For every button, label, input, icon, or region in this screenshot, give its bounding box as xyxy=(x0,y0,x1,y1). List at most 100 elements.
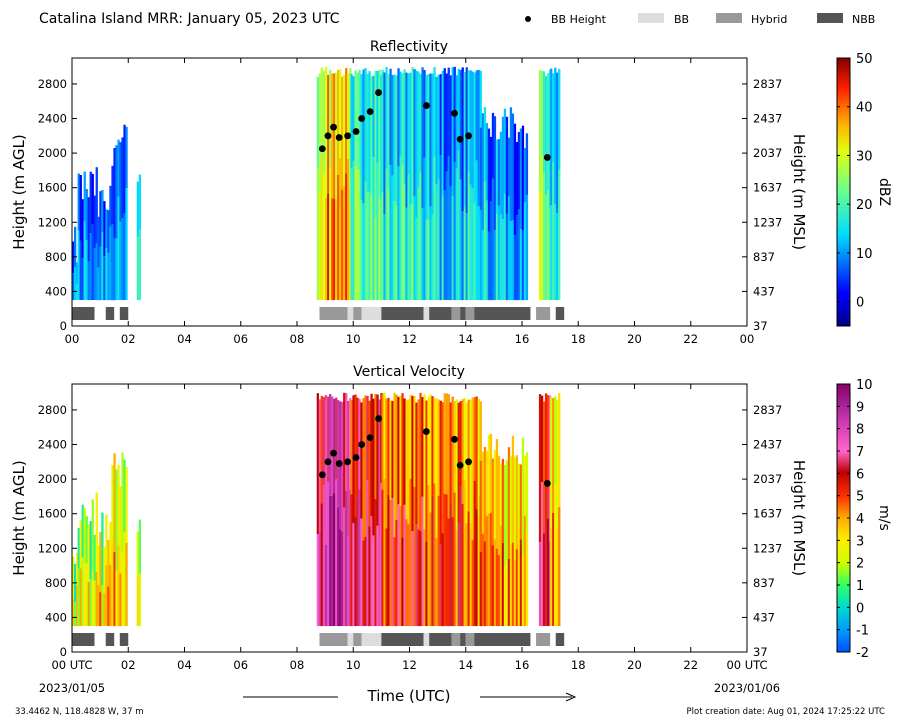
radar-column xyxy=(105,209,108,248)
radar-column xyxy=(350,73,353,168)
radar-column xyxy=(471,71,474,189)
radar-column xyxy=(401,73,404,166)
radar-column xyxy=(401,165,404,301)
radar-column xyxy=(411,395,414,531)
radar-column xyxy=(409,205,412,301)
radar-column xyxy=(117,196,120,300)
radar-column xyxy=(107,540,110,587)
radar-column xyxy=(370,516,373,626)
radar-field xyxy=(72,392,561,627)
radar-column xyxy=(481,113,485,230)
radar-column xyxy=(320,67,323,155)
radar-column xyxy=(405,207,408,300)
radar-column xyxy=(501,458,505,543)
radar-column xyxy=(81,199,84,259)
radar-column xyxy=(435,397,438,538)
radar-column xyxy=(407,399,410,524)
radar-column xyxy=(441,402,444,534)
radar-column xyxy=(337,400,340,508)
radar-column xyxy=(554,67,557,204)
radar-column xyxy=(316,393,319,534)
radar-column xyxy=(366,192,369,301)
colorbar-tick-label: 4 xyxy=(856,512,864,527)
y-tick-label: 2800 xyxy=(38,403,67,417)
colorbar-tick-label: 7 xyxy=(856,445,864,460)
bb-height-point xyxy=(330,123,337,131)
radar-column xyxy=(413,396,416,487)
bb-type-segment xyxy=(353,633,362,646)
radar-column xyxy=(354,70,357,167)
x-tick-label: 08 xyxy=(290,332,305,346)
radar-column xyxy=(554,485,557,626)
radar-column xyxy=(499,131,503,215)
radar-column xyxy=(523,455,527,516)
radar-column xyxy=(337,70,340,176)
bb-type-segment xyxy=(460,633,466,646)
radar-column xyxy=(105,514,108,566)
radar-column xyxy=(89,233,92,301)
radar-column xyxy=(358,489,361,626)
header-legend: BB Height BB Hybrid NBB xyxy=(525,13,875,26)
radar-column xyxy=(413,196,416,300)
radar-column xyxy=(443,190,446,300)
radar-column xyxy=(449,402,452,503)
radar-column xyxy=(119,486,122,574)
bb-type-segment xyxy=(119,633,129,646)
reflectivity-panel: Reflectivity 00 02 04 06 08 10 12 14 16 18 20 22 000… xyxy=(10,39,892,346)
radar-column xyxy=(360,200,363,300)
radar-column xyxy=(485,200,489,301)
radar-column xyxy=(87,197,90,262)
radar-column xyxy=(368,191,371,300)
y-tick-label-right: 1237 xyxy=(753,541,782,555)
radar-column xyxy=(542,71,546,173)
radar-column xyxy=(121,137,124,219)
radar-column xyxy=(395,205,398,300)
bb-type-segment xyxy=(474,633,531,646)
bb-height-point xyxy=(318,145,326,153)
x-tick-label: 12 xyxy=(402,658,417,672)
radar-column xyxy=(519,464,523,540)
bb-height-point xyxy=(543,480,551,487)
radar-column xyxy=(72,556,75,599)
radar-column xyxy=(356,397,359,497)
radar-column xyxy=(465,67,468,214)
radar-column xyxy=(445,171,448,300)
radar-column xyxy=(550,205,553,300)
radar-column xyxy=(471,397,474,540)
radar-column xyxy=(544,393,548,491)
radar-column xyxy=(335,198,338,300)
radar-column xyxy=(99,592,102,627)
radar-column xyxy=(325,400,328,545)
radar-column xyxy=(331,396,334,496)
radar-column xyxy=(370,393,373,517)
bb-height-point xyxy=(422,428,430,435)
radar-column xyxy=(455,75,458,169)
radar-column xyxy=(419,530,422,627)
radar-column xyxy=(362,398,365,541)
radar-column xyxy=(475,396,478,510)
plot-creation-date: Plot creation date: Aug 01, 2024 17:25:2… xyxy=(687,707,886,717)
y-tick-label-right: 837 xyxy=(753,576,775,590)
y-tick-label-right: 2837 xyxy=(753,403,782,417)
radar-column xyxy=(417,399,420,530)
radar-column xyxy=(507,196,511,301)
radar-column xyxy=(511,542,515,626)
radar-column xyxy=(497,205,501,300)
radar-column xyxy=(83,508,86,565)
y-tick-label: 1200 xyxy=(38,215,67,229)
y-tick-label-right: 1637 xyxy=(753,181,782,195)
radar-column xyxy=(74,602,77,627)
radar-column xyxy=(368,400,371,527)
bb-height-point xyxy=(456,135,464,143)
radar-column xyxy=(85,189,88,241)
bb-height-point xyxy=(375,89,382,96)
radar-column xyxy=(461,504,464,627)
radar-column xyxy=(322,485,325,627)
radar-column xyxy=(443,493,446,627)
radar-column xyxy=(489,433,493,513)
radar-column xyxy=(445,393,448,495)
radar-column xyxy=(97,267,100,301)
radar-column xyxy=(487,128,491,232)
radar-column xyxy=(368,526,371,627)
radar-column xyxy=(391,175,394,301)
